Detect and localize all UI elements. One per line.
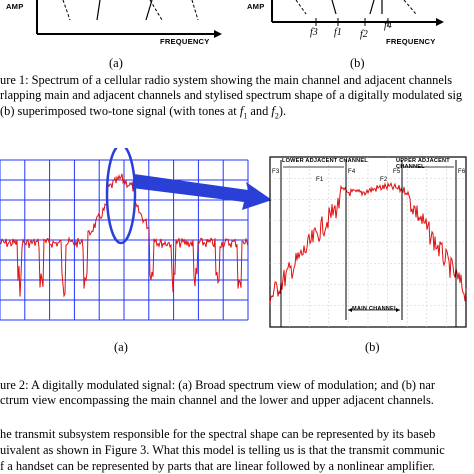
lower-adjacent-label: LOWER ADJACENT CHANNEL	[282, 158, 368, 164]
figure-2: LOWER ADJACENT CHANNEL UPPER ADJACENT CH…	[0, 148, 474, 368]
tone-label-f1: f1	[334, 27, 342, 38]
fig2a-grid	[0, 159, 249, 321]
freq-marker-f5: F5	[393, 169, 401, 175]
fig2-zoom-arrow	[132, 174, 272, 210]
body-paragraph-line1: he transmit subsystem responsible for th…	[0, 427, 436, 441]
freq-marker-f3: F3	[272, 169, 280, 175]
freq-marker-f2: F2	[380, 177, 388, 183]
fig2-label-a: (a)	[114, 340, 128, 354]
body-paragraph-line3: f a handset can be represented by parts …	[0, 459, 435, 473]
fig1-label-a: (a)	[109, 56, 123, 70]
figure-1a-plot	[36, 0, 444, 38]
fig2b-spectrum-trace	[269, 181, 467, 304]
fig1-caption-line2: rlapping main and adjacent channels and …	[0, 88, 463, 102]
figure-1: AMP FREQUENCY AMP FREQUENCY f3 f1 f2 f4 …	[0, 0, 474, 120]
tone-label-f3: f3	[310, 27, 318, 38]
fig1-caption-line3: (b) superimposed two-tone signal (with t…	[0, 104, 287, 121]
figure-2-plots	[0, 148, 467, 328]
freq-marker-f4: F4	[348, 169, 356, 175]
tone-label-f2: f2	[360, 29, 368, 40]
fig1a-xlabel: FREQUENCY	[160, 37, 210, 46]
fig1a-amp-label: AMP	[6, 2, 24, 11]
upper-adjacent-label: UPPER ADJACENT CHANNEL	[396, 158, 450, 170]
main-channel-label: MAIN CHANNEL	[352, 306, 398, 312]
fig1-label-b: (b)	[350, 56, 365, 70]
fig2-label-b: (b)	[365, 340, 380, 354]
fig1b-xlabel: FREQUENCY	[386, 37, 436, 46]
fig2-caption-line2: ctrum view encompassing the main channel…	[0, 393, 434, 407]
fig1-caption-line1: ure 1: Spectrum of a cellular radio syst…	[0, 73, 453, 87]
fig2-caption-line1: ure 2: A digitally modulated signal: (a)…	[0, 378, 435, 392]
fig1b-amp-label: AMP	[247, 2, 265, 11]
fig2a-highlight-ellipse	[105, 148, 137, 245]
freq-marker-f1: F1	[316, 177, 324, 183]
fig2a-spectrum-trace	[0, 173, 249, 298]
tone-label-f4: f4	[384, 20, 392, 31]
body-paragraph-line2: uivalent as shown in Figure 3. What this…	[0, 443, 445, 457]
freq-marker-f6: F6	[458, 169, 466, 175]
fig2b-grid	[270, 157, 466, 327]
